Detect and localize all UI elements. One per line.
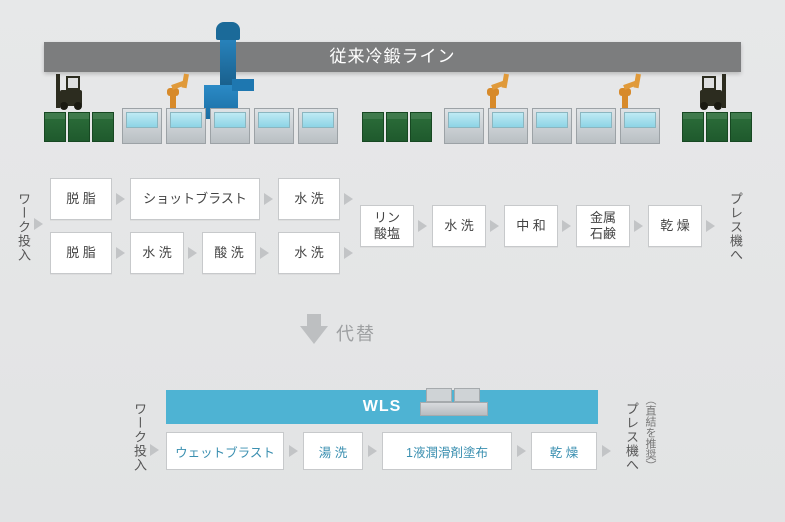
arrow-in-1	[34, 218, 43, 230]
press-note: （直結を推奨）	[642, 394, 658, 471]
arrow-m4	[634, 220, 643, 232]
bins-right	[682, 112, 752, 142]
press-out-label-1: プレス機へ	[726, 192, 745, 262]
step-top-1: ショットブラスト	[130, 178, 260, 220]
alt-step-1: 湯 洗	[303, 432, 363, 470]
arrow-m3	[562, 220, 571, 232]
replace-label: 代替	[336, 320, 376, 346]
work-in-label-2: ワーク投入	[130, 402, 149, 472]
title-bar: 従来冷鍛ライン	[44, 42, 741, 72]
tanks-1	[122, 108, 338, 144]
forklift-left	[56, 68, 92, 110]
alt-step-3: 乾 燥	[531, 432, 597, 470]
wls-title-bar: WLS	[166, 390, 598, 424]
tanks-2	[444, 108, 660, 144]
work-in-label-1: ワーク投入	[14, 192, 33, 262]
step-bot-2: 酸 洗	[202, 232, 256, 274]
forklift-right	[690, 68, 726, 110]
arrow-a2	[368, 445, 377, 457]
arrow-a4	[602, 445, 611, 457]
arrow-a3	[517, 445, 526, 457]
arrow-b4	[344, 247, 353, 259]
blue-machine	[196, 24, 266, 119]
step-m0: リン 酸塩	[360, 205, 414, 247]
arrow-b2	[188, 247, 197, 259]
step-top-0: 脱 脂	[50, 178, 112, 220]
step-bot-0: 脱 脂	[50, 232, 112, 274]
step-bot-1: 水 洗	[130, 232, 184, 274]
arrow-b1	[116, 247, 125, 259]
step-bot-3: 水 洗	[278, 232, 340, 274]
conventional-scene: 従来冷鍛ライン	[0, 0, 785, 170]
replace-arrow-stem	[307, 314, 321, 326]
alt-step-0: ウェットブラスト	[166, 432, 284, 470]
replace-arrow-head	[300, 326, 328, 344]
alt-step-2: 1液潤滑剤塗布	[382, 432, 512, 470]
arrow-in-2	[150, 444, 159, 456]
wls-machine-icon	[420, 386, 488, 416]
arrow-t3	[344, 193, 353, 205]
step-m1: 水 洗	[432, 205, 486, 247]
arrow-a1	[289, 445, 298, 457]
press-out-label-2: プレス機へ	[622, 402, 641, 472]
arrow-b3	[260, 247, 269, 259]
step-m4: 乾 燥	[648, 205, 702, 247]
arrow-m1	[418, 220, 427, 232]
bins-mid	[362, 112, 432, 142]
wls-title: WLS	[363, 398, 402, 416]
arrow-t2	[264, 193, 273, 205]
step-m2: 中 和	[504, 205, 558, 247]
bins-left	[44, 112, 114, 142]
step-top-2: 水 洗	[278, 178, 340, 220]
step-m3: 金属 石鹸	[576, 205, 630, 247]
arrow-t1	[116, 193, 125, 205]
arrow-m5	[706, 220, 715, 232]
arrow-m2	[490, 220, 499, 232]
